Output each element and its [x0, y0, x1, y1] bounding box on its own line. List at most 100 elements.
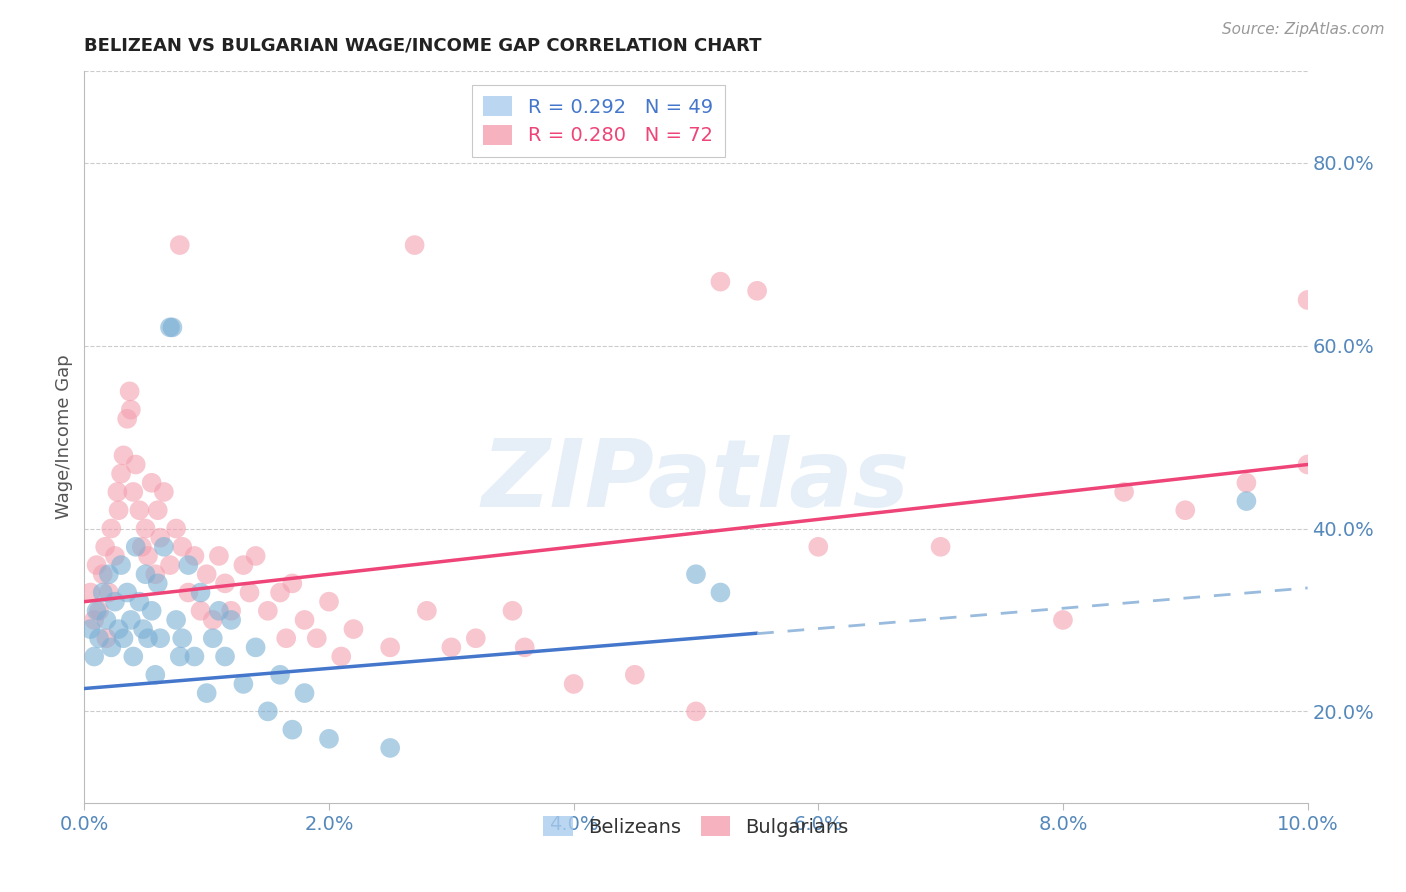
- Point: [245, 549, 267, 563]
- Point: [183, 649, 205, 664]
- Point: [104, 594, 127, 608]
- Point: [96, 632, 118, 646]
- Point: [257, 604, 280, 618]
- Point: [79, 622, 101, 636]
- Point: [238, 585, 260, 599]
- Point: [115, 412, 138, 426]
- Point: [128, 594, 150, 608]
- Point: [91, 567, 114, 582]
- Point: [269, 585, 291, 599]
- Point: [380, 740, 402, 755]
- Point: [1114, 485, 1136, 500]
- Point: [929, 540, 952, 554]
- Point: [107, 503, 129, 517]
- Point: [685, 705, 707, 719]
- Point: [105, 485, 128, 500]
- Point: [143, 667, 166, 681]
- Point: [172, 632, 194, 646]
- Point: [380, 640, 402, 655]
- Point: [416, 604, 439, 618]
- Point: [159, 320, 181, 334]
- Point: [208, 604, 231, 618]
- Point: [86, 604, 108, 618]
- Point: [208, 549, 231, 563]
- Point: [195, 686, 218, 700]
- Point: [1174, 503, 1197, 517]
- Point: [115, 585, 138, 599]
- Point: [165, 613, 187, 627]
- Point: [110, 467, 132, 481]
- Point: [141, 475, 163, 490]
- Point: [96, 613, 118, 627]
- Point: [294, 686, 316, 700]
- Point: [169, 649, 191, 664]
- Point: [190, 585, 212, 599]
- Point: [149, 531, 172, 545]
- Point: [747, 284, 769, 298]
- Point: [276, 632, 298, 646]
- Point: [97, 567, 120, 582]
- Point: [219, 604, 242, 618]
- Point: [136, 632, 159, 646]
- Point: [214, 576, 236, 591]
- Point: [1296, 293, 1319, 307]
- Point: [709, 275, 731, 289]
- Point: [125, 458, 148, 472]
- Point: [143, 567, 166, 582]
- Point: [122, 649, 145, 664]
- Point: [502, 604, 524, 618]
- Point: [100, 640, 122, 655]
- Point: [153, 540, 176, 554]
- Point: [219, 613, 242, 627]
- Point: [128, 503, 150, 517]
- Point: [513, 640, 536, 655]
- Point: [100, 521, 122, 535]
- Point: [281, 723, 304, 737]
- Point: [149, 632, 172, 646]
- Point: [245, 640, 267, 655]
- Point: [404, 238, 426, 252]
- Point: [562, 677, 585, 691]
- Point: [153, 485, 176, 500]
- Point: [624, 667, 647, 681]
- Point: [87, 632, 110, 646]
- Point: [132, 622, 155, 636]
- Point: [1296, 458, 1319, 472]
- Point: [1236, 494, 1258, 508]
- Point: [807, 540, 830, 554]
- Point: [177, 585, 200, 599]
- Point: [86, 558, 108, 573]
- Point: [201, 632, 224, 646]
- Point: [159, 558, 181, 573]
- Point: [146, 576, 169, 591]
- Point: [294, 613, 316, 627]
- Point: [232, 558, 254, 573]
- Point: [464, 632, 486, 646]
- Point: [685, 567, 707, 582]
- Point: [269, 667, 291, 681]
- Point: [87, 604, 110, 618]
- Point: [131, 540, 153, 554]
- Point: [104, 549, 127, 563]
- Point: [305, 632, 328, 646]
- Point: [83, 613, 105, 627]
- Point: [125, 540, 148, 554]
- Point: [107, 622, 129, 636]
- Point: [1236, 475, 1258, 490]
- Point: [281, 576, 304, 591]
- Point: [172, 540, 194, 554]
- Point: [165, 521, 187, 535]
- Point: [112, 632, 135, 646]
- Point: [91, 585, 114, 599]
- Point: [112, 448, 135, 462]
- Text: BELIZEAN VS BULGARIAN WAGE/INCOME GAP CORRELATION CHART: BELIZEAN VS BULGARIAN WAGE/INCOME GAP CO…: [84, 37, 762, 54]
- Point: [330, 649, 353, 664]
- Point: [83, 649, 105, 664]
- Point: [135, 567, 157, 582]
- Point: [177, 558, 200, 573]
- Point: [146, 503, 169, 517]
- Point: [136, 549, 159, 563]
- Point: [183, 549, 205, 563]
- Point: [118, 384, 141, 399]
- Point: [257, 705, 280, 719]
